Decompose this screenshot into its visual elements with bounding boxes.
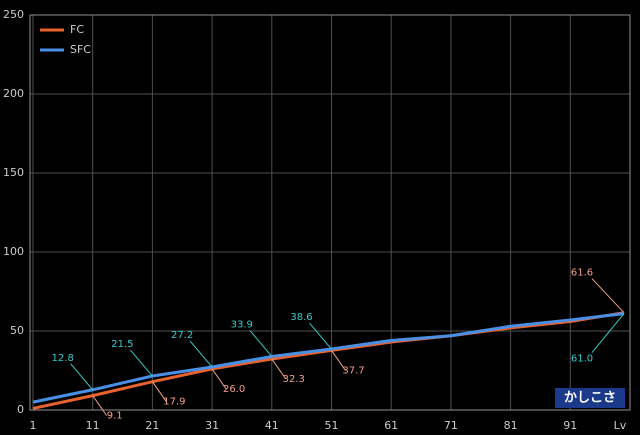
annotation-leader (309, 322, 332, 350)
x-tick-label: 11 (86, 419, 100, 432)
annotation-leader (331, 350, 346, 371)
data-label: 32.3 (283, 374, 305, 385)
annotation-leader (189, 340, 213, 368)
x-tick-label: 71 (444, 419, 458, 432)
data-label: 27.2 (171, 330, 193, 341)
annotation-leader (92, 395, 108, 416)
x-tick-label: 51 (324, 419, 338, 432)
data-label: 38.6 (290, 312, 312, 323)
badge-box (555, 388, 625, 408)
annotation-leader (151, 381, 167, 403)
plot-frame (29, 14, 631, 411)
y-tick-label: 250 (3, 8, 24, 21)
badge-label: かしこさ (564, 391, 616, 406)
data-label: 17.9 (163, 397, 185, 408)
data-label: 37.7 (342, 365, 364, 376)
x-tick-label: 21 (145, 419, 159, 432)
x-tick-label: 81 (504, 419, 518, 432)
y-tick-label: 150 (3, 166, 24, 179)
data-label: 61.0 (571, 354, 593, 365)
annotation-leader (249, 330, 273, 357)
x-tick-label: 91 (563, 419, 577, 432)
legend-label: FC (70, 23, 84, 36)
x-tick-label: 61 (384, 419, 398, 432)
data-label: 12.8 (52, 353, 74, 364)
x-tick-label: 31 (205, 419, 219, 432)
annotation-leader (591, 313, 625, 353)
y-tick-label: 50 (10, 324, 24, 337)
data-label: 21.5 (111, 339, 133, 350)
annotation-leader (271, 358, 287, 380)
legend-label: SFC (70, 43, 91, 56)
annotation-leader (591, 278, 625, 314)
annotation-leader (130, 349, 153, 377)
y-tick-label: 0 (17, 403, 24, 416)
data-label: 9.1 (107, 411, 123, 422)
data-label: 61.6 (571, 268, 593, 279)
y-tick-label: 100 (3, 245, 24, 258)
data-label: 33.9 (231, 319, 253, 330)
annotation-leader (70, 363, 94, 391)
x-tick-label: 41 (265, 419, 279, 432)
x-axis-label: Lv (614, 419, 627, 432)
y-tick-label: 200 (3, 87, 24, 100)
x-tick-label: 1 (29, 419, 36, 432)
data-label: 26.0 (223, 384, 245, 395)
annotation-leader (211, 368, 227, 390)
